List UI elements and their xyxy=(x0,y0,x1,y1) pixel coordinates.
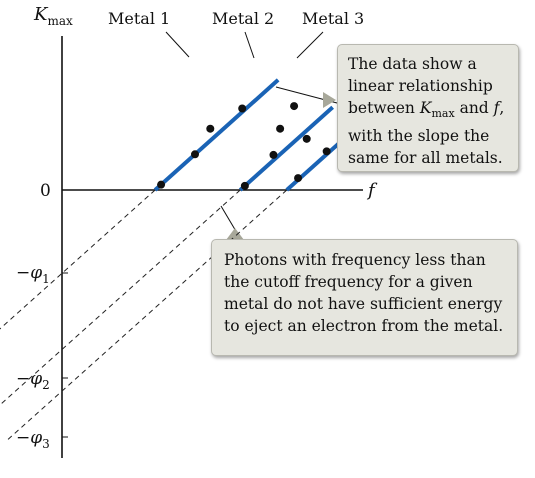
legend-label-metal-1: Metal 1 xyxy=(108,9,170,28)
annotation-box-cutoff-line-1: Photons with frequency less than xyxy=(224,251,486,269)
data-point-metal-2 xyxy=(276,124,285,133)
legend-label-metal-2: Metal 2 xyxy=(212,9,274,28)
x-axis-title: f xyxy=(366,180,378,201)
legend-leader-metal-3 xyxy=(296,31,324,59)
data-point-metal-3 xyxy=(322,147,331,156)
y-tick-label-phi2: −φ2 xyxy=(16,369,50,392)
annotation-box-cutoff-line-4: to eject an electron from the metal. xyxy=(224,317,504,335)
legend-label-metal-3: Metal 3 xyxy=(302,9,364,28)
callout-arrow-2 xyxy=(226,228,244,240)
data-point-metal-2 xyxy=(290,102,299,111)
extrapolation-metal-2 xyxy=(0,189,241,406)
callout-arrow-1 xyxy=(323,92,336,108)
annotation-box-slope: The data show a linear relationship betw… xyxy=(337,44,519,172)
y-tick-label-0: 0 xyxy=(40,181,51,201)
annotation-box-cutoff: Photons with frequency less than the cut… xyxy=(211,239,518,356)
data-point-metal-3 xyxy=(294,174,303,183)
annotation-box-slope-line-1: The data show a xyxy=(348,55,477,73)
extrapolation-metal-1 xyxy=(0,189,156,330)
fit-line-metal-1 xyxy=(153,78,280,192)
data-point-metal-2 xyxy=(269,150,278,159)
legend-leader-metal-2 xyxy=(244,31,255,59)
annotation-box-slope-line-2: linear relationship xyxy=(348,77,493,95)
annotation-box-slope-line-3: between Kmax and f, xyxy=(348,99,505,121)
data-point-metal-1 xyxy=(238,104,247,113)
y-tick-label-phi1: −φ1 xyxy=(16,263,50,286)
data-point-metal-1 xyxy=(157,180,166,189)
fit-line-metal-2 xyxy=(238,105,334,192)
y-axis-title: Kmax xyxy=(33,4,73,28)
annotation-box-cutoff-line-2: the cutoff frequency for a given xyxy=(224,273,473,291)
data-point-metal-1 xyxy=(206,124,215,133)
y-tick-label-phi3: −φ3 xyxy=(16,428,50,451)
legend-leader-metal-1 xyxy=(165,31,190,58)
data-point-metal-2 xyxy=(302,134,311,143)
data-point-metal-1 xyxy=(191,150,199,159)
annotation-box-slope-line-5: same for all metals. xyxy=(348,149,503,168)
data-point-metal-2 xyxy=(240,181,249,190)
annotation-box-cutoff-line-3: metal do not have sufficient energy xyxy=(224,295,503,313)
annotation-box-slope-line-4: with the slope the xyxy=(348,127,490,146)
